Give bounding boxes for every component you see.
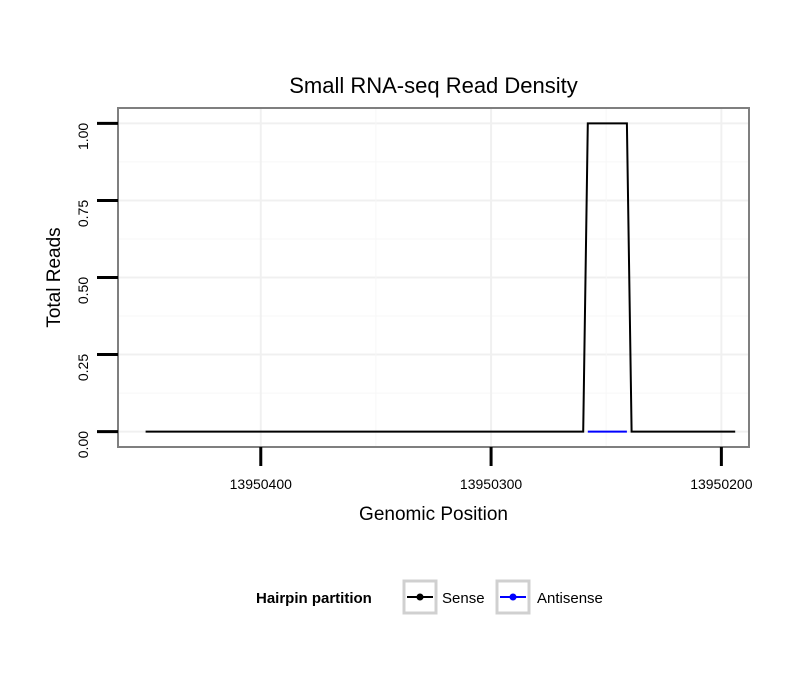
x-tick-label: 13950400: [230, 476, 293, 492]
axes: 0.00 0.25 0.50 0.75 1.00 13950400 13950300 1395…: [75, 121, 753, 492]
legend-label-sense: Sense: [442, 590, 485, 607]
series-line-sense: [145, 122, 736, 433]
legend-key-point: [416, 593, 424, 601]
grid-lines: [118, 108, 749, 447]
y-tick-label: 0.25: [75, 354, 91, 381]
x-tick-label: 13950200: [690, 476, 753, 492]
y-tick-label: 1.00: [75, 123, 91, 150]
legend-label-antisense: Antisense: [537, 590, 603, 607]
legend-title: Hairpin partition: [256, 590, 372, 607]
x-tick-label: 13950300: [460, 476, 523, 492]
y-tick-label: 0.75: [75, 200, 91, 227]
y-tick-label: 0.50: [75, 277, 91, 304]
x-axis-title: Genomic Position: [359, 504, 508, 525]
legend-key-point: [509, 593, 517, 601]
y-axis-title: Total Reads: [44, 227, 65, 327]
chart-title: Small RNA-seq Read Density: [289, 73, 578, 98]
legend: Hairpin partition Sense Antisense: [256, 579, 603, 615]
data-series: [145, 122, 736, 433]
y-tick-label: 0.00: [75, 431, 91, 458]
